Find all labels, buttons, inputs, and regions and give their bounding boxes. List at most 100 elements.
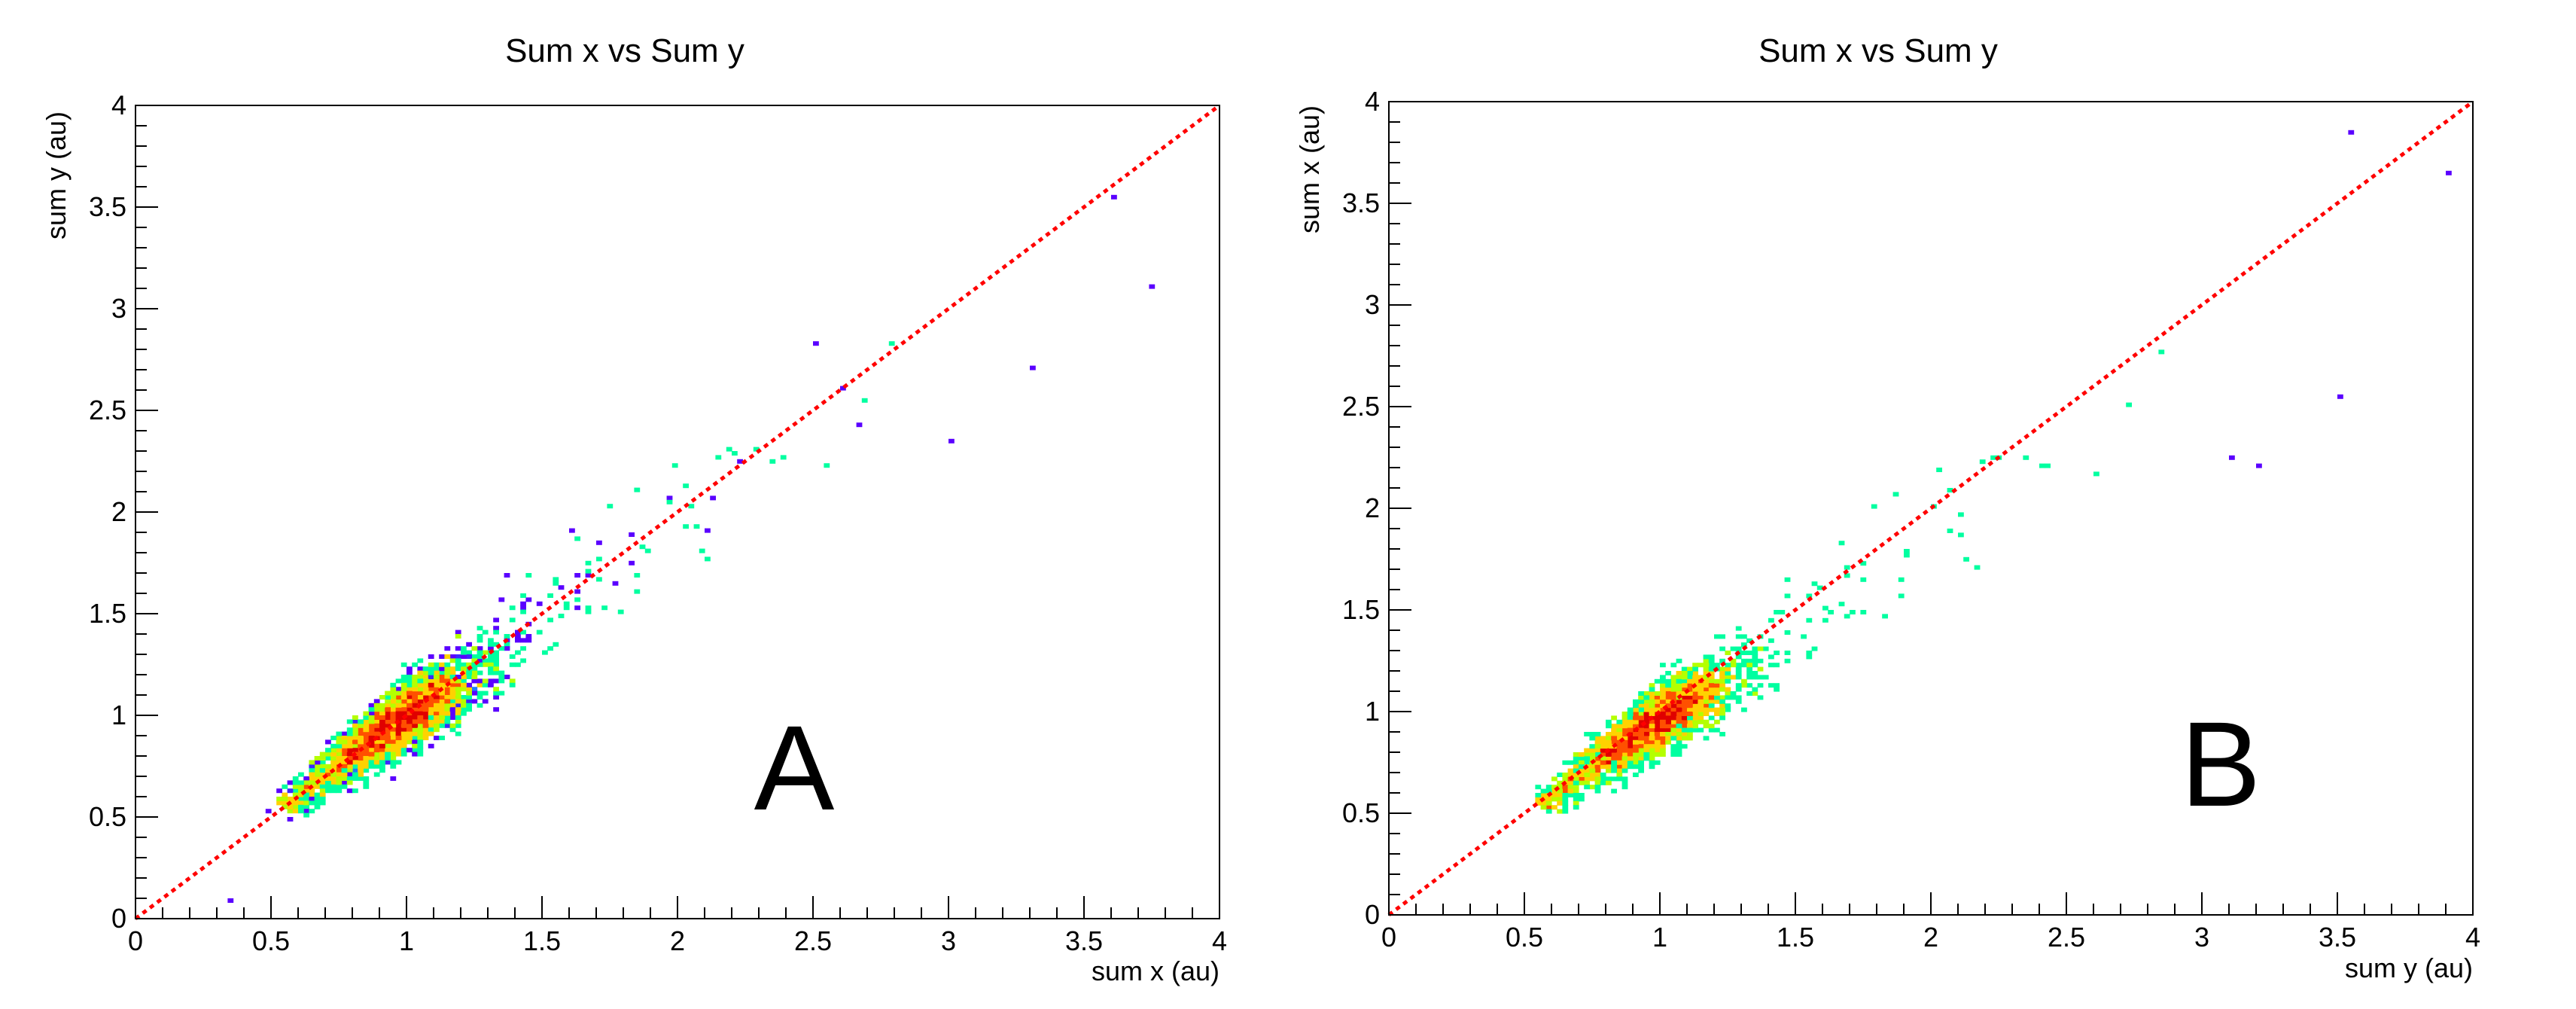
heatmap-cell — [493, 695, 499, 700]
heatmap-cell — [1735, 646, 1742, 651]
heatmap-cell — [309, 800, 315, 806]
heatmap-cell — [1562, 760, 1569, 765]
heatmap-cell — [1844, 614, 1850, 619]
heatmap-cell — [1752, 646, 1758, 651]
heatmap-cell — [563, 601, 570, 606]
heatmap-cell — [1735, 687, 1742, 692]
heatmap-cell — [444, 654, 451, 659]
heatmap-cell — [558, 585, 565, 590]
heatmap-cell — [1665, 703, 1671, 709]
heatmap-cell — [358, 719, 364, 724]
heatmap-cell — [292, 784, 299, 789]
heatmap-cell — [1638, 695, 1644, 700]
heatmap-cell — [1535, 785, 1542, 790]
heatmap-cell — [428, 719, 434, 724]
heatmap-cell — [330, 776, 336, 781]
heatmap-cell — [406, 678, 413, 684]
heatmap-cell — [1752, 654, 1758, 660]
heatmap-cell — [1638, 744, 1644, 749]
heatmap-cell — [1703, 666, 1710, 672]
heatmap-cell — [1676, 724, 1682, 729]
heatmap-cell — [428, 723, 434, 728]
heatmap-cell — [1665, 724, 1671, 729]
heatmap-cell — [1654, 691, 1661, 696]
heatmap-cell — [341, 784, 348, 789]
heatmap-cell — [1687, 719, 1693, 724]
heatmap-cell — [1633, 732, 1639, 736]
heatmap-cell — [1719, 687, 1725, 692]
heatmap-cell — [1551, 797, 1557, 802]
heatmap-cell — [1579, 776, 1585, 782]
heatmap-cell — [1557, 773, 1563, 777]
heatmap-cell — [1649, 760, 1655, 765]
heatmap-cell — [385, 711, 391, 716]
heatmap-cell — [330, 772, 336, 777]
heatmap-cell — [1579, 760, 1585, 765]
heatmap-cell — [1735, 699, 1742, 704]
heatmap-cell — [346, 736, 353, 740]
heatmap-cell — [439, 654, 445, 659]
heatmap-cell — [1670, 732, 1677, 736]
heatmap-cell — [493, 678, 499, 684]
heatmap-cell — [439, 662, 445, 667]
heatmap-cell — [1703, 663, 1710, 668]
heatmap-cell — [1703, 724, 1710, 729]
heatmap-cell — [449, 666, 456, 672]
heatmap-cell — [1562, 776, 1569, 782]
heatmap-cell — [520, 593, 526, 598]
heatmap-cell — [1714, 683, 1720, 688]
heatmap-cell — [363, 715, 370, 720]
heatmap-cell — [292, 792, 299, 797]
heatmap-cell — [1730, 695, 1737, 700]
heatmap-cell — [1670, 675, 1677, 680]
heatmap-cell — [1567, 785, 1574, 790]
heatmap-cell — [1958, 512, 1964, 517]
heatmap-cell — [1616, 727, 1623, 733]
heatmap-cell — [434, 711, 440, 716]
heatmap-cell — [390, 760, 397, 765]
heatmap-cell — [346, 727, 353, 733]
heatmap-cell — [1660, 687, 1666, 692]
heatmap-cell — [861, 398, 868, 403]
heatmap-cell — [520, 601, 526, 606]
y-axis: 0 0.5 1 1.5 2 2.5 3 3.5 4 — [1342, 86, 1411, 930]
heatmap-cell — [1719, 712, 1725, 716]
heatmap-cell — [515, 638, 521, 643]
heatmap-cell — [498, 670, 505, 675]
heatmap-cell — [780, 455, 787, 460]
heatmap-cell — [1540, 805, 1547, 810]
heatmap-cell — [417, 748, 424, 753]
heatmap-cell — [346, 760, 353, 765]
heatmap-cell — [336, 739, 343, 745]
heatmap-cell — [1681, 671, 1688, 675]
heatmap-cell — [434, 666, 440, 672]
heatmap-cell — [1584, 756, 1590, 761]
heatmap-cell — [1643, 703, 1650, 709]
heatmap-cell — [1708, 663, 1715, 668]
heatmap-cell — [336, 776, 343, 781]
heatmap-cell — [1703, 695, 1710, 700]
heatmap-cell — [379, 748, 385, 753]
heatmap-cell — [368, 751, 375, 757]
heatmap-cell — [1638, 707, 1644, 712]
heatmap-cell — [1752, 671, 1758, 675]
heatmap-cell — [1698, 727, 1704, 733]
y-tick-label: 2.5 — [1342, 391, 1380, 422]
heatmap-cell — [434, 699, 440, 704]
heatmap-cell — [1606, 756, 1612, 761]
heatmap-cell — [1904, 553, 1910, 558]
heatmap-cell — [400, 736, 407, 740]
heatmap-cell — [769, 459, 776, 464]
heatmap-cell — [1621, 739, 1628, 745]
heatmap-cell — [385, 707, 391, 712]
heatmap-cell — [2348, 130, 2355, 135]
heatmap-cell — [461, 682, 467, 687]
heatmap-cell — [520, 609, 526, 614]
heatmap-cell — [395, 715, 402, 720]
heatmap-cell — [363, 756, 370, 761]
heatmap-cell — [385, 751, 391, 757]
heatmap-cell — [1654, 752, 1661, 757]
heatmap-cell — [449, 670, 456, 675]
heatmap-cell — [1627, 736, 1634, 741]
heatmap-cell — [488, 642, 494, 647]
